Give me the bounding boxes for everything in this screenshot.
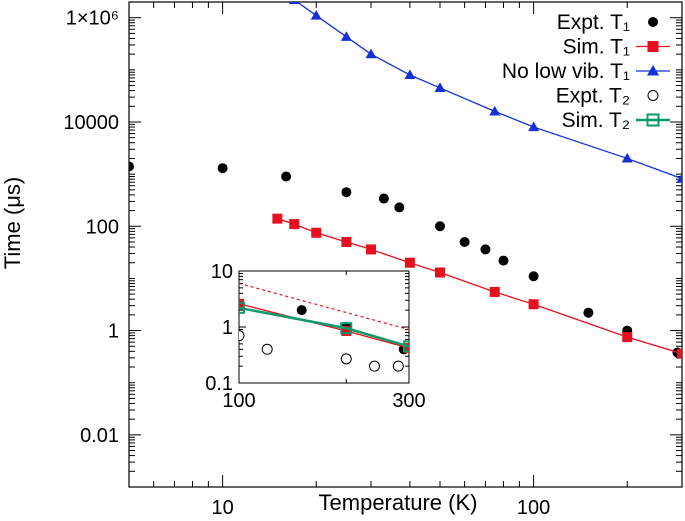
series-sim-t-point [311, 227, 322, 238]
inset-series [239, 282, 409, 372]
series-expt-t-point [528, 271, 539, 282]
series-expt-t-point [378, 193, 389, 204]
inset-series-expt-t-point [239, 330, 245, 342]
y-tick-label: 1 [108, 321, 119, 343]
series-expt-t-point [583, 307, 594, 318]
series-no-low-vib-t-point [340, 31, 352, 41]
inset-series-sim-t-point [341, 325, 352, 336]
series-sim-t-point [622, 332, 633, 343]
inset-y-tick-label: 10 [211, 261, 233, 283]
inset-series-expt-t-point [296, 305, 307, 316]
main-axes: 10 100 0.01 1 100 10000 1×10⁶ [63, 1, 683, 519]
series-no-low-vib-t-point [621, 152, 633, 163]
inset-series-expt-t-point [261, 343, 273, 355]
inset-series-expt-t-point [340, 353, 352, 365]
inset-series-dashed-reference-line [239, 282, 409, 331]
inset-frame [238, 270, 410, 384]
series-sim-t-point [404, 257, 415, 268]
legend-sim-t-marker [647, 41, 659, 52]
series-sim-t-point [289, 219, 300, 230]
series-sim-t [272, 213, 682, 359]
main-series-clip [129, 2, 682, 359]
inset-series-sim-t-point [340, 322, 353, 335]
inset-y-tick-label: 1 [222, 317, 233, 339]
legend-sim-t-label: Sim. T₂ [562, 109, 630, 132]
series-sim-t-point [677, 348, 682, 359]
legend-no-low-vib-t-label: No low vib. T₁ [502, 60, 630, 83]
series-expt-t-point [459, 236, 470, 247]
series-expt-t-point [394, 202, 405, 213]
legend-expt-t-marker [648, 17, 658, 27]
inset-series-expt-t-point [392, 360, 404, 372]
series-no-low-vib-t-point [528, 121, 540, 132]
legend-expt-t-label: Expt. T₁ [557, 11, 630, 34]
series-sim-t-point [434, 267, 445, 278]
series-sim-t-point [489, 286, 500, 297]
legend-sim-t-label: Sim. T₁ [563, 36, 630, 59]
series-expt-t-point [281, 171, 292, 182]
series-no-low-vib-t [288, 2, 682, 183]
series-no-low-vib-t-point [288, 2, 300, 4]
inset-series-dashed-reference [239, 282, 409, 331]
plot-frame [128, 1, 683, 488]
series-no-low-vib-t-point [676, 173, 682, 183]
series-expt-t-point [129, 161, 134, 172]
series-sim-t-point [341, 236, 352, 247]
y-tick-label: 0.01 [80, 425, 119, 447]
y-tick-label: 10000 [63, 112, 119, 134]
series-sim-t-point [366, 244, 377, 255]
x-axis-title: Temperature (K) [319, 490, 478, 515]
y-axis-title: Time (μs) [0, 177, 25, 270]
series-expt-t-point [480, 244, 491, 255]
legend-expt-t-marker [647, 90, 659, 101]
inset-series-sim-t-point [239, 301, 245, 314]
series-no-low-vib-t-point [310, 10, 322, 20]
series-expt-t-point [341, 187, 352, 198]
series-expt-t-point [498, 255, 509, 266]
x-tick-label: 10 [211, 497, 233, 519]
series-sim-t-point [528, 299, 539, 310]
legend-sim-t-marker [646, 113, 660, 127]
inset-series-expt-t-point [368, 360, 380, 372]
inset-x-tick-label: 100 [222, 390, 255, 412]
series-no-low-vib-t-point [404, 69, 416, 80]
y-tick-label: 100 [86, 216, 119, 238]
inset-series-sim-t-line [239, 306, 409, 348]
series-expt-t-point [217, 163, 228, 174]
inset-chart: 100 300 0.1 1 10 [205, 261, 426, 412]
inset-series-sim-t-point [403, 340, 409, 353]
inset-series-expt-t [239, 330, 404, 372]
main-series [129, 2, 682, 359]
inset-series-sim-t-point [404, 343, 409, 354]
x-tick-label: 100 [517, 497, 550, 519]
legend-expt-t-label: Expt. T₂ [556, 85, 630, 108]
series-expt-t-point [434, 221, 445, 232]
series-no-low-vib-t-point [434, 82, 446, 93]
inset-x-tick-label: 300 [392, 390, 425, 412]
legend-no-low-vib-t-marker [646, 64, 660, 76]
series-no-low-vib-t-point [365, 48, 377, 59]
y-tick-label: 1×10⁶ [66, 8, 119, 30]
inset-series-sim-t [239, 301, 409, 353]
series-no-low-vib-t-point [489, 105, 501, 116]
inset-y-tick-label: 0.1 [205, 373, 233, 395]
series-sim-t-point [272, 213, 283, 224]
